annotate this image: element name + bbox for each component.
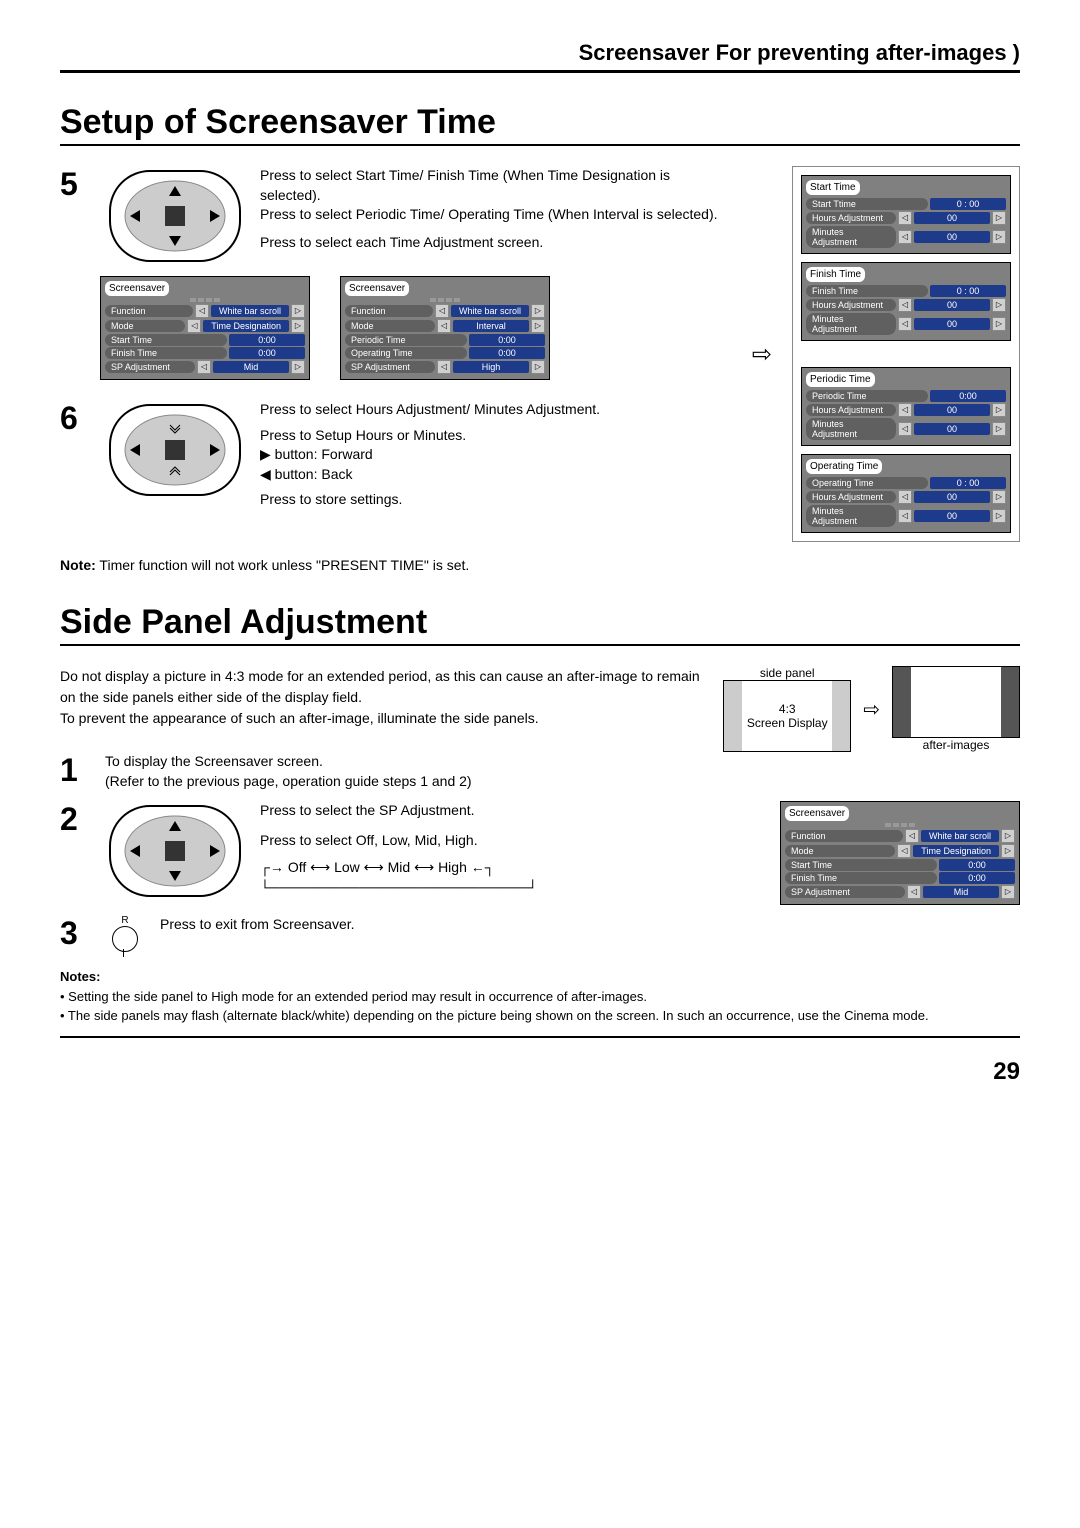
- step6-text2: Press to Setup Hours or Minutes.: [260, 426, 732, 446]
- sp-step-3: 3 R Press to exit from Screensaver.: [60, 915, 1020, 957]
- side-panel-figure: side panel 4:3Screen Display ⇨ after-ima…: [723, 666, 1020, 752]
- arrow-right-icon: ⇨: [863, 697, 880, 722]
- osd-periodic-time: Periodic Time Periodic Time0:00 Hours Ad…: [801, 367, 1011, 446]
- step5-text3: Press to select each Time Adjustment scr…: [260, 233, 732, 253]
- remote-dpad-icon: [105, 400, 245, 500]
- remote-dpad-icon: [105, 166, 245, 266]
- note-1: • Setting the side panel to High mode fo…: [60, 987, 1020, 1007]
- osd-title: Screensaver: [105, 281, 169, 296]
- step6-text4: ◀ button: Back: [260, 465, 732, 485]
- fig-label-sidepanel: side panel: [723, 666, 851, 680]
- step6-text1: Press to select Hours Adjustment/ Minute…: [260, 400, 732, 420]
- osd-screensaver-sp: Screensaver Function◁White bar scroll▷ M…: [780, 801, 1020, 905]
- step-number: 2: [60, 801, 90, 838]
- osd-title: Screensaver: [345, 281, 409, 296]
- cycle-options: ┌→ Off ⟷ Low ⟷ Mid ⟷ High ←┐ └──────────…: [260, 858, 765, 897]
- osd-finish-time: Finish Time Finish Time0 : 00 Hours Adju…: [801, 262, 1011, 341]
- fig-label-after: after-images: [892, 738, 1020, 752]
- sp-step-1: 1 To display the Screensaver screen. (Re…: [60, 752, 1020, 791]
- sp-step3-text: Press to exit from Screensaver.: [160, 915, 1020, 935]
- r-button-label: R: [105, 915, 145, 926]
- sidepanel-intro: Do not display a picture in 4:3 mode for…: [60, 666, 703, 729]
- step-number-6: 6: [60, 400, 90, 437]
- osd-stack-right: Start Time Start Ttime0 : 00 Hours Adjus…: [792, 166, 1020, 542]
- divider: [60, 1036, 1020, 1038]
- notes-block: Notes: • Setting the side panel to High …: [60, 967, 1020, 1026]
- sp-step2-text1: Press to select the SP Adjustment.: [260, 801, 765, 821]
- page-header: Screensaver For preventing after-images …: [60, 40, 1020, 73]
- osd-operating-time: Operating Time Operating Time0 : 00 Hour…: [801, 454, 1011, 533]
- title-side-panel: Side Panel Adjustment: [60, 603, 1020, 646]
- step-6: 6 Press to select Hours Adjustment/ Minu…: [60, 400, 732, 510]
- step-number-5: 5: [60, 166, 90, 203]
- page-number: 29: [60, 1058, 1020, 1086]
- r-button-icon: [112, 926, 138, 952]
- osd-start-time: Start Time Start Ttime0 : 00 Hours Adjus…: [801, 175, 1011, 254]
- note-2: • The side panels may flash (alternate b…: [60, 1006, 1020, 1026]
- step5-text1: Press to select Start Time/ Finish Time …: [260, 166, 732, 205]
- remote-dpad-icon: [105, 801, 245, 901]
- step-number: 3: [60, 915, 90, 952]
- sp-step1-text: To display the Screensaver screen. (Refe…: [105, 752, 1020, 791]
- sp-step-2: 2 Press to select the SP Adjustment. Pre…: [60, 801, 1020, 905]
- note-timer: Note: Note: Timer function will not work…: [60, 557, 1020, 573]
- step6-text3: ▶ button: Forward: [260, 445, 732, 465]
- notes-heading: Notes:: [60, 967, 1020, 987]
- title-setup-screensaver: Setup of Screensaver Time: [60, 103, 1020, 146]
- step-number: 1: [60, 752, 90, 789]
- osd-screensaver-interval: Screensaver Function◁White bar scroll▷ M…: [340, 276, 550, 380]
- step-5: 5 Press to select Start Time/ Finish Tim…: [60, 166, 732, 266]
- step6-text5: Press to store settings.: [260, 490, 732, 510]
- osd-screensaver-timedesig: Screensaver Function◁White bar scroll▷ M…: [100, 276, 310, 380]
- arrow-right-icon: ⇨: [752, 340, 772, 369]
- step5-text2: Press to select Periodic Time/ Operating…: [260, 205, 732, 225]
- sp-step2-text2: Press to select Off, Low, Mid, High.: [260, 831, 765, 851]
